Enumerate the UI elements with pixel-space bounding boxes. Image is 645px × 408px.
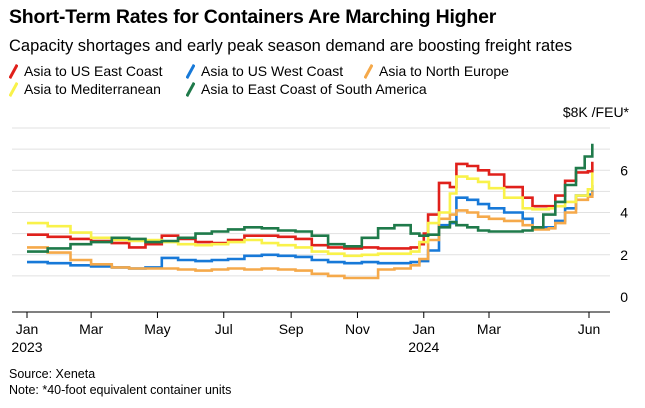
legend-item-north-europe: Asia to North Europe [364, 63, 509, 79]
legend-item-us-west-coast: Asia to US West Coast [186, 63, 343, 79]
legend-swatch-us-west-coast [186, 64, 195, 79]
legend-label-mediterranean: Asia to Mediterranean [24, 81, 161, 97]
x-tick-label: Jan [16, 321, 39, 337]
series-line-asia-to-us-east-coast [27, 161, 594, 250]
legend-swatch-south-america [186, 82, 195, 97]
legend-row-2: Asia to Mediterranean Asia to East Coast… [9, 81, 609, 99]
x-tick-label: Nov [345, 321, 370, 337]
footnote: Note: *40-foot equivalent container unit… [9, 383, 232, 397]
series-lines [27, 143, 594, 280]
legend-swatch-mark [9, 64, 18, 79]
legend-swatch-north-europe [364, 64, 373, 79]
x-tick-year-label: 2024 [408, 339, 439, 355]
legend-row-1: Asia to US East Coast Asia to US West Co… [9, 63, 609, 81]
gridlines [12, 127, 610, 277]
y-tick-label: 6 [620, 162, 628, 178]
x-tick-label: Jul [215, 321, 233, 337]
legend-swatch-mark [364, 64, 373, 79]
x-tick-label: May [144, 321, 170, 337]
y-tick-label: 0 [620, 289, 628, 305]
legend-label-south-america: Asia to East Coast of South America [201, 81, 427, 97]
chart-subtitle: Capacity shortages and early peak season… [9, 37, 573, 55]
legend-item-south-america: Asia to East Coast of South America [186, 81, 427, 97]
x-tick-label: Jun [578, 321, 601, 337]
y-axis-unit-label: $8K /FEU* [562, 104, 629, 120]
legend-swatch-mediterranean [9, 82, 18, 97]
x-tick-year-label: 2023 [11, 339, 42, 355]
y-tick-label: 2 [620, 247, 628, 263]
series-line-asia-to-north-europe [27, 191, 594, 280]
x-tick-label: Mar [477, 321, 501, 337]
legend-swatch-mark [9, 82, 18, 97]
legend-swatch-mark [186, 82, 195, 97]
legend-label-us-west-coast: Asia to US West Coast [201, 63, 344, 79]
y-tick-label: 4 [620, 205, 628, 221]
legend-item-us-east-coast: Asia to US East Coast [9, 63, 163, 79]
x-tick-label: Jan [412, 321, 435, 337]
chart-title: Short-Term Rates for Containers Are Marc… [9, 6, 497, 28]
x-tick-label: Sep [279, 321, 304, 337]
axes: Jan 2023 Mar May Jul Sep Nov Jan 2024 Mar Jun 0 2 4 6 [11, 162, 628, 355]
legend-label-north-europe: Asia to North Europe [379, 63, 509, 79]
legend: Asia to US East Coast Asia to US West Co… [9, 63, 609, 99]
legend-item-mediterranean: Asia to Mediterranean [9, 81, 161, 97]
series-line-asia-to-east-coast-of-south-america [27, 143, 594, 253]
legend-swatch-mark [186, 64, 195, 79]
legend-label-us-east-coast: Asia to US East Coast [24, 63, 163, 79]
x-tick-label: Mar [79, 321, 103, 337]
series-line-asia-to-mediterranean [27, 172, 594, 258]
legend-swatch-us-east-coast [9, 64, 18, 79]
source-note: Source: Xeneta [9, 367, 96, 381]
